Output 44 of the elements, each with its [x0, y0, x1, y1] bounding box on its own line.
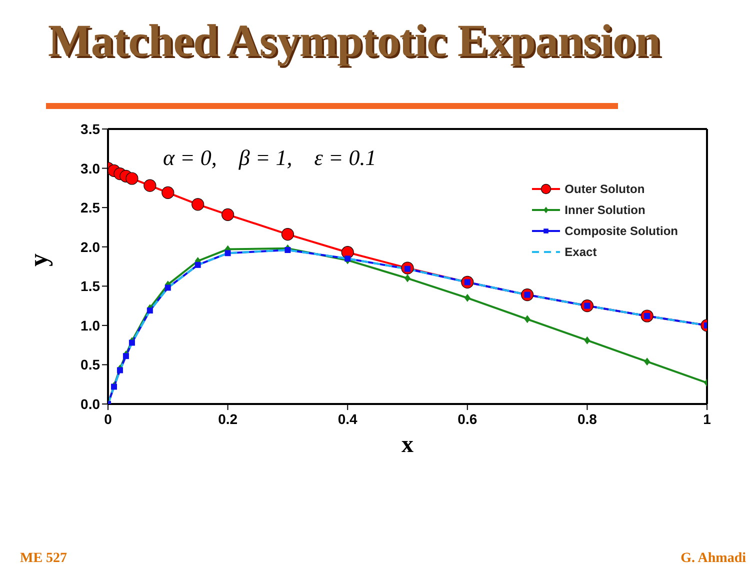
- annotation: α = 0, β = 1, ε = 0.1: [163, 145, 376, 171]
- y-tick-label: 3.5: [80, 120, 100, 137]
- point: [344, 256, 351, 262]
- legend-label: Inner Solution: [564, 202, 646, 216]
- x-tick-label: 0.4: [338, 410, 358, 427]
- legend-label: Exact: [564, 244, 597, 258]
- point: [224, 250, 231, 256]
- text: G. Ahmadi: [680, 551, 746, 566]
- point: [644, 358, 650, 366]
- point: [144, 179, 156, 192]
- text: ME 527: [20, 551, 68, 566]
- legend-label: Outer Soluton: [564, 182, 645, 196]
- point: [464, 294, 470, 302]
- point: [122, 353, 129, 360]
- x-tick-label: 0.2: [218, 410, 238, 427]
- y-tick-label: 1.0: [80, 317, 100, 334]
- point: [222, 208, 234, 221]
- y-axis-title: y: [24, 254, 54, 266]
- legend-label: Composite Solution: [564, 224, 678, 238]
- point: [162, 186, 174, 199]
- x-tick-label: 0.8: [577, 410, 598, 427]
- point: [146, 308, 153, 314]
- y-tick-label: 0.0: [80, 396, 100, 412]
- chart-title: Matched Asymptotic Expansion: [48, 14, 660, 67]
- point: [281, 228, 294, 241]
- x-axis-title: x: [402, 432, 414, 458]
- point: [116, 367, 123, 374]
- point: [192, 198, 204, 211]
- x-tick-label: 0.6: [458, 410, 478, 427]
- x-tick-label: 1: [703, 410, 712, 427]
- point: [584, 336, 590, 344]
- point: [126, 172, 138, 185]
- point: [164, 284, 171, 291]
- point: [404, 274, 410, 282]
- y-tick-label: 0.5: [80, 356, 100, 373]
- y-tick-label: 1.5: [80, 278, 100, 294]
- x-tick-label: 0: [104, 410, 112, 427]
- point: [284, 247, 291, 253]
- point: [524, 315, 530, 324]
- point: [194, 262, 201, 268]
- y-tick-label: 2.0: [80, 238, 100, 255]
- point: [128, 340, 135, 346]
- y-tick-label: 2.5: [80, 200, 100, 216]
- y-tick-label: 3.0: [80, 160, 100, 176]
